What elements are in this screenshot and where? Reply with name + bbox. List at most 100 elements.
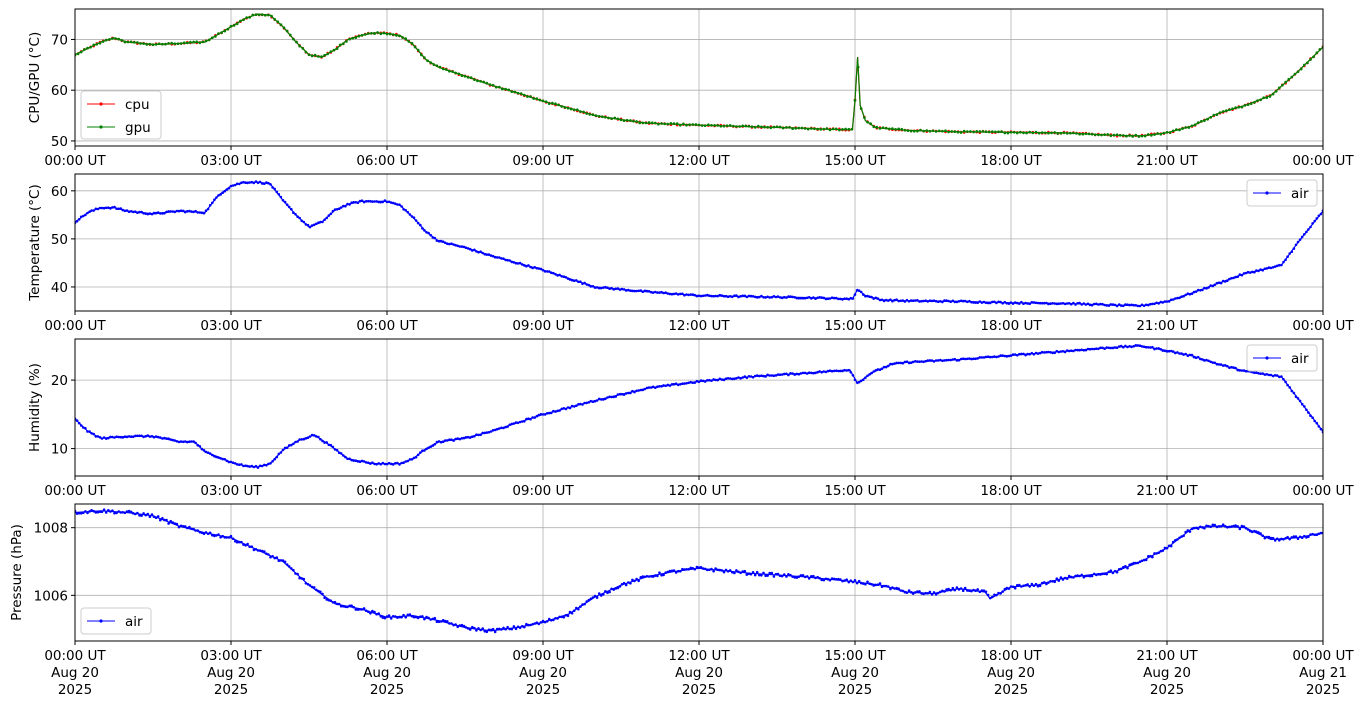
data-point xyxy=(812,296,815,299)
data-point xyxy=(1181,127,1184,130)
data-point xyxy=(903,300,907,303)
data-point xyxy=(953,588,957,592)
data-point xyxy=(783,573,786,576)
data-point xyxy=(606,396,609,399)
data-point xyxy=(98,510,102,513)
data-point xyxy=(791,295,794,299)
data-point xyxy=(720,378,724,381)
data-point xyxy=(421,227,424,230)
data-point xyxy=(882,365,886,369)
data-point xyxy=(1059,576,1063,579)
data-point xyxy=(589,399,593,403)
data-point xyxy=(778,574,782,578)
data-point xyxy=(1074,303,1077,306)
data-point xyxy=(362,200,366,204)
data-point xyxy=(803,371,807,375)
data-point xyxy=(1049,302,1052,306)
data-point xyxy=(1249,102,1253,106)
data-point xyxy=(1219,363,1223,366)
data-point xyxy=(150,435,154,438)
data-point xyxy=(616,586,620,590)
data-point xyxy=(909,591,913,594)
data-point xyxy=(1240,369,1244,372)
data-point xyxy=(1215,362,1219,366)
data-point xyxy=(579,280,582,284)
data-point xyxy=(1240,105,1244,109)
data-point xyxy=(516,421,520,425)
data-point xyxy=(535,414,539,418)
data-point xyxy=(1221,523,1225,526)
data-point xyxy=(287,205,291,209)
legend: air xyxy=(1246,344,1318,372)
data-point xyxy=(1043,351,1046,354)
data-point xyxy=(325,598,329,601)
data-point xyxy=(292,37,295,41)
data-point xyxy=(531,416,534,419)
data-point xyxy=(544,100,548,103)
data-point xyxy=(660,574,663,577)
x-tick-label: 06:00 UT xyxy=(356,153,418,169)
data-point xyxy=(922,360,925,364)
data-point xyxy=(764,375,767,378)
data-point xyxy=(454,623,457,626)
data-point xyxy=(897,361,900,365)
data-point xyxy=(970,300,973,304)
data-point xyxy=(1134,561,1138,565)
data-point xyxy=(140,210,143,214)
data-point xyxy=(735,125,738,128)
data-point xyxy=(109,510,112,513)
data-point xyxy=(963,299,967,303)
data-point xyxy=(251,13,255,17)
data-point xyxy=(483,629,487,633)
data-point xyxy=(1011,302,1015,305)
data-point xyxy=(109,207,112,210)
data-point xyxy=(1296,70,1300,74)
data-point xyxy=(755,374,759,377)
data-point xyxy=(194,529,197,532)
data-point xyxy=(978,356,982,359)
data-point xyxy=(448,242,451,246)
data-point xyxy=(471,249,474,252)
data-point xyxy=(837,369,840,373)
data-point xyxy=(1219,281,1223,285)
data-point xyxy=(485,253,489,256)
data-point xyxy=(231,537,235,540)
data-point xyxy=(629,582,632,585)
data-point xyxy=(1232,276,1235,280)
data-point xyxy=(1161,301,1165,304)
data-point xyxy=(177,525,181,529)
data-point xyxy=(504,627,507,631)
data-point xyxy=(1176,538,1179,541)
x-tick-label: 12:00 UT xyxy=(668,318,730,334)
data-point xyxy=(146,434,150,437)
data-point xyxy=(872,297,875,300)
data-point xyxy=(564,276,568,279)
data-point xyxy=(722,294,726,298)
data-point xyxy=(1306,61,1309,65)
data-point xyxy=(1061,350,1065,353)
data-point xyxy=(529,95,532,98)
data-point xyxy=(404,460,408,463)
data-point xyxy=(868,582,871,585)
data-point xyxy=(1192,355,1196,359)
data-point xyxy=(1284,258,1287,262)
data-point xyxy=(1018,583,1021,587)
data-point xyxy=(735,294,738,297)
data-point xyxy=(797,296,801,300)
data-point xyxy=(275,455,279,459)
data-point xyxy=(1117,568,1121,571)
data-point xyxy=(292,442,295,446)
data-point xyxy=(651,385,655,389)
data-point xyxy=(537,413,541,417)
data-point xyxy=(643,575,647,579)
data-point xyxy=(572,609,576,612)
data-point xyxy=(718,377,722,381)
data-point xyxy=(1305,230,1308,234)
data-point xyxy=(930,593,934,596)
data-point xyxy=(916,590,919,593)
data-point xyxy=(966,130,969,133)
data-point xyxy=(745,573,749,576)
data-point xyxy=(583,401,586,405)
data-point xyxy=(119,435,123,439)
data-point xyxy=(999,300,1002,304)
